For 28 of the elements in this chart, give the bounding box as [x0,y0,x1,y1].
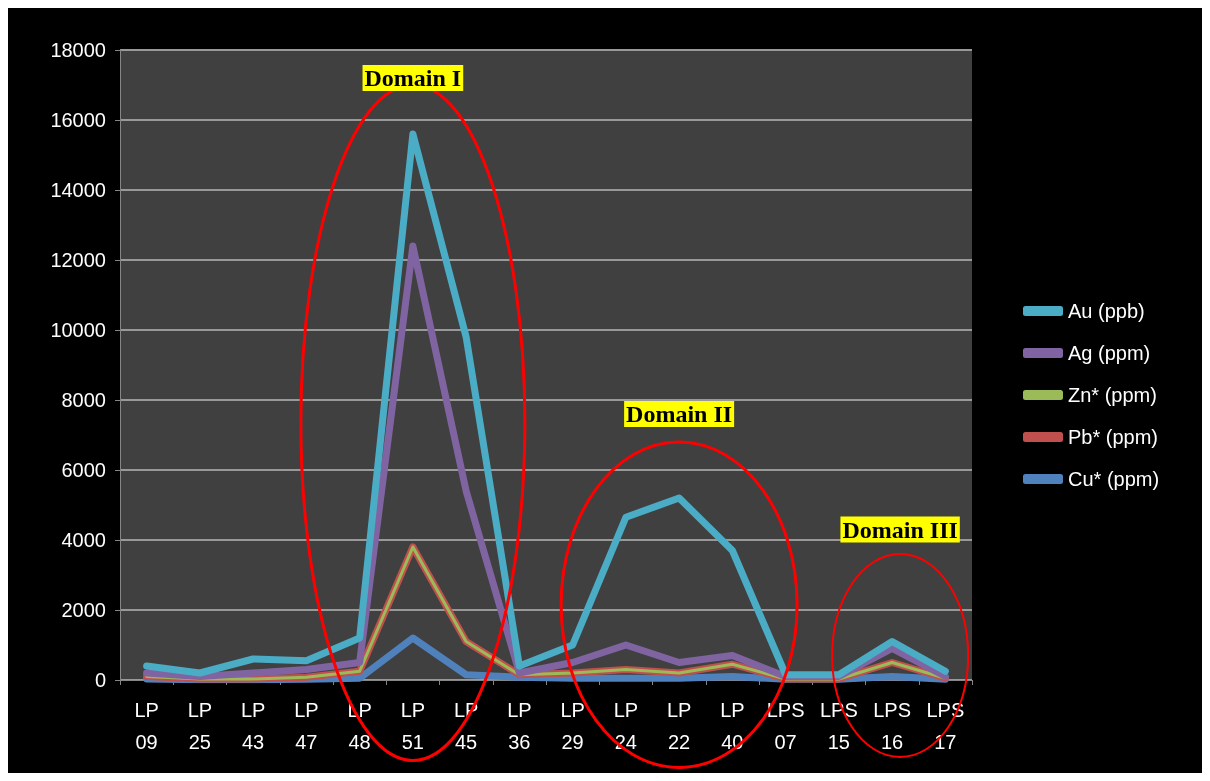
x-tick-label: LP 51 [400,699,426,753]
x-tick-label: LP 47 [294,699,319,753]
legend-label: Pb* (ppm) [1068,426,1159,448]
x-tick-label: LP 09 [134,699,159,753]
x-tick-label: LPS 16 [873,699,912,753]
annotation: Domain III [842,516,958,543]
y-tick-label: 16000 [50,109,106,131]
x-tick-label: LP 25 [187,699,213,753]
y-tick-label: 12000 [50,249,106,271]
x-tick-label: LP 36 [507,699,532,753]
y-tick-label: 6000 [61,459,106,481]
legend-label: Au (ppb) [1068,300,1145,322]
legend-label: Ag (ppm) [1068,342,1151,364]
x-tick-label: LP 29 [560,699,585,753]
y-tick-label: 18000 [50,39,106,61]
y-tick-label: 4000 [61,529,106,551]
y-tick-label: 2000 [61,599,106,621]
y-tick-label: 8000 [61,389,106,411]
x-tick-label: LP 22 [666,699,692,753]
x-tick-label: LPS 07 [766,699,805,753]
y-tick-label: 0 [94,669,106,691]
y-tick-label: 14000 [50,179,106,201]
legend-label: Cu* (ppm) [1068,468,1160,490]
legend-label: Zn* (ppm) [1068,384,1157,406]
annotation: Domain I [364,65,462,91]
annotation: Domain II [626,401,733,427]
y-tick-label: 10000 [50,319,106,341]
x-tick-label: LP 43 [240,699,266,753]
